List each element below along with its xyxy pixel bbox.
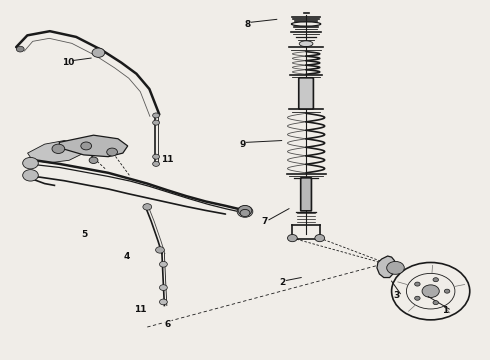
Circle shape (433, 301, 439, 305)
Circle shape (153, 120, 159, 125)
Circle shape (143, 204, 152, 210)
Circle shape (237, 206, 253, 217)
Text: 1: 1 (442, 306, 448, 315)
Circle shape (52, 144, 65, 153)
Circle shape (238, 206, 252, 216)
Circle shape (153, 161, 159, 166)
Circle shape (422, 285, 439, 297)
Polygon shape (27, 140, 84, 163)
Ellipse shape (299, 41, 313, 46)
Text: 4: 4 (123, 252, 130, 261)
Circle shape (415, 282, 420, 286)
Circle shape (288, 234, 297, 242)
Circle shape (415, 296, 420, 300)
Circle shape (89, 157, 98, 163)
Text: 6: 6 (165, 320, 171, 329)
Circle shape (159, 299, 167, 305)
Text: 5: 5 (82, 230, 88, 239)
Circle shape (153, 154, 159, 159)
Circle shape (159, 261, 167, 267)
Polygon shape (377, 256, 395, 278)
Circle shape (433, 278, 439, 282)
Circle shape (315, 234, 325, 242)
Circle shape (444, 289, 450, 293)
Circle shape (23, 157, 38, 169)
Text: 3: 3 (393, 291, 399, 300)
Text: 7: 7 (261, 217, 268, 226)
Circle shape (23, 170, 38, 181)
FancyBboxPatch shape (299, 78, 314, 109)
Circle shape (92, 48, 105, 57)
Circle shape (387, 261, 404, 274)
FancyBboxPatch shape (301, 178, 312, 211)
Text: 11: 11 (134, 305, 146, 314)
Circle shape (81, 142, 92, 150)
Text: 2: 2 (279, 278, 286, 287)
Polygon shape (59, 135, 128, 157)
Text: 10: 10 (62, 58, 74, 67)
Circle shape (107, 148, 118, 156)
Circle shape (16, 46, 24, 52)
Circle shape (156, 247, 164, 253)
Circle shape (240, 210, 250, 217)
Circle shape (153, 113, 159, 118)
Text: 8: 8 (245, 19, 250, 28)
Text: 11: 11 (161, 155, 173, 164)
Text: 9: 9 (240, 140, 246, 149)
Circle shape (159, 285, 167, 291)
